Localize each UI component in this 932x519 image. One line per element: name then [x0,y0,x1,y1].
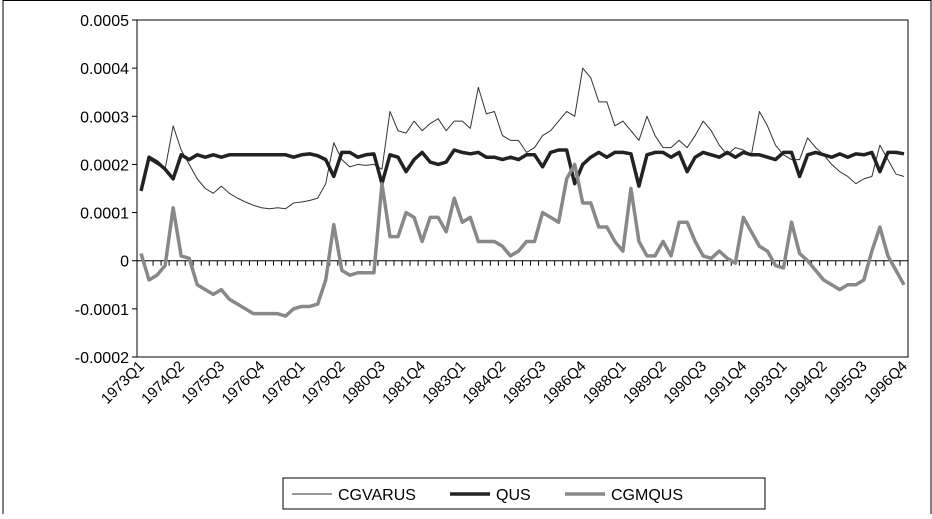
legend-label: QUS [496,487,531,504]
plot-area [136,19,909,358]
y-tick-label: 0 [120,254,129,271]
series-line [139,162,906,318]
legend-label: CGVARUS [338,487,416,504]
legend-label: CGMQUS [611,487,683,504]
y-tick-label: 0.0002 [80,157,129,174]
y-tick-label: 0.0003 [80,109,129,126]
y-tick-label: -0.0002 [75,350,129,367]
legend-box [282,477,766,510]
y-tick-label: 0.0001 [80,206,129,223]
series-line [140,67,905,210]
y-tick-label: 0.0005 [80,13,129,30]
y-tick-label: -0.0001 [75,302,129,319]
series-line [139,148,905,192]
y-tick-label: 0.0004 [80,61,129,78]
